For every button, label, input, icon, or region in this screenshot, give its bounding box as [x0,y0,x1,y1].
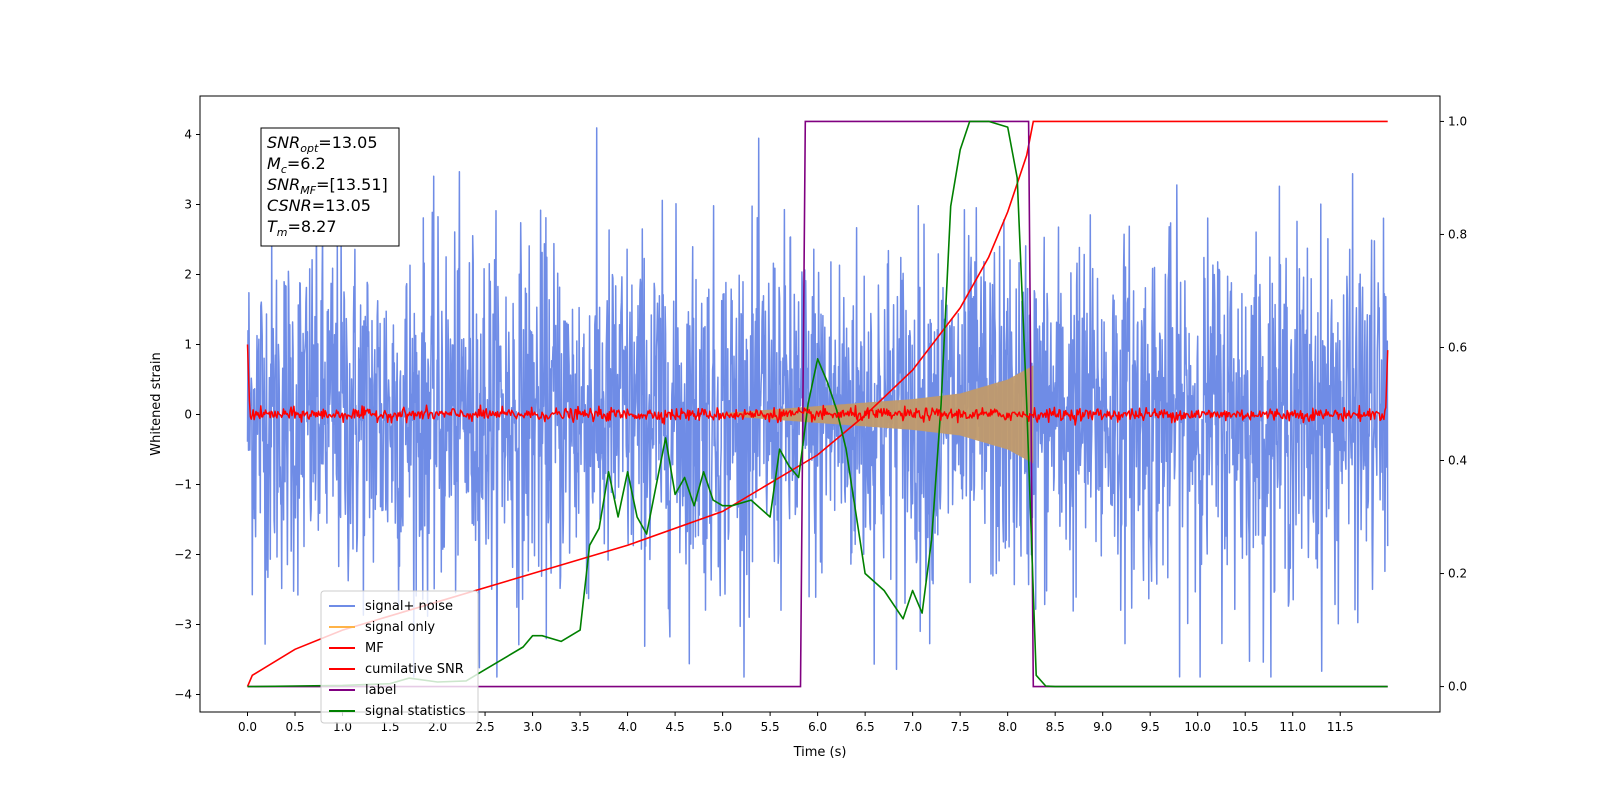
y2-tick-label: 0.8 [1448,227,1467,241]
x-tick-label: 11.0 [1279,720,1306,734]
y-tick-label: 3 [184,198,192,212]
y2-tick-label: 1.0 [1448,114,1467,128]
x-tick-label: 10.0 [1184,720,1211,734]
x-axis-label: Time (s) [793,745,847,760]
legend-entry: signal statistics [365,704,466,719]
x-tick-label: 7.5 [951,720,970,734]
y2-tick-label: 0.0 [1448,680,1467,694]
y2-tick-label: 0.6 [1448,340,1467,354]
x-tick-label: 6.5 [856,720,875,734]
x-tick-label: 3.5 [571,720,590,734]
info-line: Tm=8.27 [267,217,337,239]
y-tick-label: −4 [174,688,192,702]
legend-entry: MF [365,641,384,656]
y-tick-label: 4 [184,128,192,142]
y-tick-label: 2 [184,268,192,282]
signal-statistics-series [247,120,1388,688]
y2-axis: 1.0 0.8 0.6 0.4 0.2 0.0 [1440,114,1467,694]
x-tick-label: 6.0 [808,720,827,734]
legend-entry: cumilative SNR [365,662,464,677]
x-tick-label: 9.5 [1141,720,1160,734]
x-tick-label: 4.0 [618,720,637,734]
x-tick-label: 8.0 [998,720,1017,734]
info-box-frame [260,127,400,247]
x-tick-label: 7.0 [903,720,922,734]
snr-info-box: SNRopt=13.05Mc=6.2SNRMF=[13.51]CSNR=13.0… [260,127,400,247]
y-tick-label: 0 [184,408,192,422]
plot-area [246,120,1389,688]
y2-tick-label: 0.2 [1448,567,1467,581]
y-tick-label: −3 [174,618,192,632]
x-tick-label: 5.5 [761,720,780,734]
plot-frame [199,95,1441,713]
signal-noise-series [246,127,1389,678]
y-axis: 4 3 2 1 0 −1 −2 −3 −4 [174,128,200,702]
legend-entry: signal only [365,620,435,635]
x-tick-label: 3.0 [523,720,542,734]
x-tick-label: 10.5 [1232,720,1259,734]
legend-entry: signal+ noise [365,599,453,614]
info-line: SNRMF=[13.51] [267,175,388,197]
x-tick-label: 0.0 [238,720,257,734]
info-line: SNRopt=13.05 [267,133,378,155]
info-line: CSNR=13.05 [267,196,371,215]
y2-tick-label: 0.4 [1448,454,1467,468]
y-tick-label: −1 [174,478,192,492]
x-tick-label: 8.5 [1046,720,1065,734]
x-tick-label: 11.5 [1327,720,1354,734]
y-tick-label: −2 [174,548,192,562]
mf-series [246,344,1389,426]
legend-entry: label [365,683,396,698]
legend-frame [320,590,479,724]
y-axis-label: Whitened strain [149,352,164,455]
x-tick-label: 4.5 [666,720,685,734]
x-tick-label: 9.0 [1093,720,1112,734]
info-line: Mc=6.2 [267,154,326,176]
y-tick-label: 1 [184,338,192,352]
x-tick-label: 2.5 [476,720,495,734]
legend: signal+ noise signal only MF cumilative SNR… [320,590,479,724]
x-tick-label: 5.0 [713,720,732,734]
x-tick-label: 0.5 [285,720,304,734]
